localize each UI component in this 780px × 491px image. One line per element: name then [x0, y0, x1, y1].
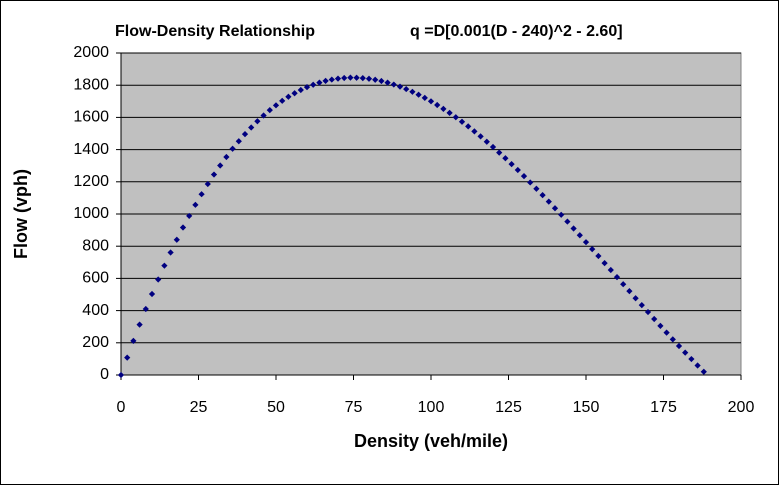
marker [675, 342, 683, 350]
marker [223, 153, 230, 161]
x-tick-label: 100 [418, 399, 445, 416]
marker [173, 236, 180, 243]
marker [254, 118, 261, 125]
marker [204, 180, 211, 188]
marker [179, 224, 187, 231]
x-tick-label: 175 [650, 399, 677, 416]
marker [136, 321, 143, 328]
y-tick-label: 600 [82, 270, 109, 287]
marker [217, 162, 224, 169]
y-tick-label: 200 [82, 334, 109, 351]
marker [248, 124, 255, 131]
y-tick-label: 1400 [73, 141, 109, 158]
y-tick-label: 1600 [73, 109, 109, 126]
x-tick-label: 0 [117, 399, 126, 416]
y-tick-label: 800 [82, 237, 109, 254]
marker [235, 138, 242, 145]
marker [241, 131, 249, 138]
y-tick-label: 1800 [73, 76, 109, 93]
marker [657, 322, 664, 330]
marker [210, 171, 218, 178]
x-tick-label: 150 [573, 399, 600, 416]
x-tick-label: 125 [495, 399, 522, 416]
x-tick-label: 50 [267, 399, 285, 416]
y-axis-label: Flow (vph) [11, 169, 31, 259]
marker [651, 315, 658, 323]
x-tick-label: 25 [190, 399, 208, 416]
x-tick-label: 200 [728, 399, 755, 416]
y-tick-label: 2000 [73, 44, 109, 61]
y-tick-label: 400 [82, 302, 109, 319]
marker [626, 288, 633, 295]
marker [502, 155, 509, 162]
chart-annotation: q =D[0.001(D - 240)^2 - 2.60] [410, 23, 623, 40]
x-tick-label: 75 [345, 399, 363, 416]
y-tick-label: 0 [100, 366, 109, 383]
chart-title: Flow-Density Relationship [115, 23, 315, 40]
marker [595, 252, 602, 260]
x-axis-label: Density (veh/mile) [354, 431, 508, 451]
marker [198, 191, 205, 198]
y-tick-label: 1200 [73, 173, 109, 190]
marker [192, 201, 199, 208]
y-tick-label: 1000 [73, 205, 109, 222]
